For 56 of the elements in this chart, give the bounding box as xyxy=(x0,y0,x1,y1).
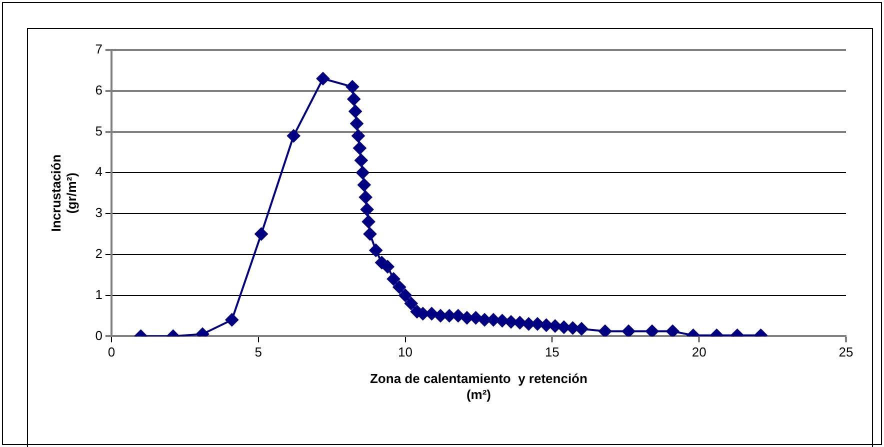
point xyxy=(364,227,376,240)
point xyxy=(225,313,238,326)
point xyxy=(347,92,360,106)
point xyxy=(540,318,553,332)
point xyxy=(352,129,365,142)
point xyxy=(646,324,659,336)
point xyxy=(287,129,300,142)
x-tick-label: 15 xyxy=(544,344,560,360)
y-tick-label: 1 xyxy=(95,286,102,302)
y-tick-label: 3 xyxy=(95,205,102,220)
y-tick-label: 5 xyxy=(95,123,102,138)
y-axis-title: Incrustación (gr/m²) xyxy=(48,154,79,232)
point xyxy=(548,319,562,332)
point xyxy=(504,315,518,328)
x-tick-label: 5 xyxy=(254,344,262,360)
y-tick-label: 4 xyxy=(95,164,102,180)
point xyxy=(566,322,580,335)
point xyxy=(348,104,362,118)
point xyxy=(598,324,612,336)
x-tick-label: 10 xyxy=(398,344,412,360)
point xyxy=(369,244,382,257)
point xyxy=(404,296,418,310)
point xyxy=(381,260,394,274)
point xyxy=(359,190,372,204)
x-axis-title: Zona de calentamiento y retención (m²) xyxy=(370,371,588,402)
point xyxy=(353,142,366,155)
point xyxy=(392,280,406,294)
point xyxy=(387,272,400,286)
x-tick-label: 20 xyxy=(692,344,706,360)
x-tick-label: 0 xyxy=(108,344,116,360)
point xyxy=(316,72,330,86)
y-tick-label: 0 xyxy=(95,328,102,343)
point xyxy=(360,202,374,216)
point xyxy=(522,317,536,330)
y-tick-label: 7 xyxy=(95,42,102,57)
x-tick-label: 25 xyxy=(838,344,854,360)
point xyxy=(354,154,368,167)
point xyxy=(350,117,364,130)
point xyxy=(452,309,465,322)
point xyxy=(460,311,474,324)
y-tick-label: 6 xyxy=(95,82,102,98)
y-tick-label: 2 xyxy=(95,246,102,262)
point xyxy=(358,178,371,192)
point xyxy=(398,288,412,302)
point xyxy=(513,316,526,330)
point xyxy=(356,166,370,180)
point xyxy=(575,322,588,336)
point xyxy=(425,307,438,320)
point xyxy=(496,314,509,328)
point xyxy=(622,324,636,336)
point xyxy=(346,80,359,94)
point xyxy=(254,227,268,240)
point xyxy=(469,311,482,324)
point xyxy=(666,324,680,336)
point xyxy=(362,215,376,228)
point xyxy=(557,320,570,334)
